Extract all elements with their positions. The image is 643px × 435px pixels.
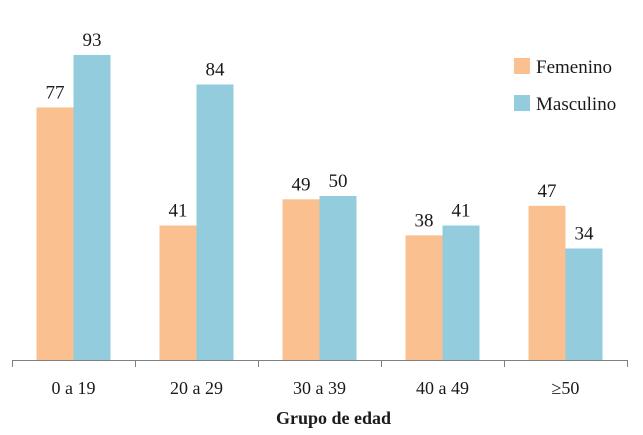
data-label-masculino-3: 41 [452, 201, 471, 222]
data-label-femenino-1: 41 [169, 201, 188, 222]
bar-masculino-4 [565, 248, 603, 360]
legend-swatch-masculino [514, 95, 530, 111]
bar-masculino-1 [196, 84, 234, 360]
bar-masculino-2 [319, 196, 357, 360]
data-label-masculino-0: 93 [83, 30, 102, 51]
bar-masculino-3 [442, 225, 480, 360]
x-axis-title: Grupo de edad [276, 408, 391, 428]
x-tick-label: 20 a 29 [170, 378, 223, 398]
data-label-masculino-4: 34 [575, 223, 595, 244]
data-label-masculino-1: 84 [206, 59, 226, 80]
bar-femenino-4 [528, 205, 566, 360]
legend: Femenino Masculino [514, 57, 616, 115]
x-axis: 0 a 19 20 a 29 30 a 39 40 a 49 ≥50 [12, 360, 628, 398]
data-label-femenino-0: 77 [46, 82, 65, 103]
legend-label-femenino: Femenino [536, 57, 612, 78]
legend-label-masculino: Masculino [536, 94, 616, 115]
data-label-femenino-4: 47 [538, 181, 557, 202]
legend-swatch-femenino [514, 58, 530, 74]
x-tick-label: 40 a 49 [416, 378, 469, 398]
bars-group [36, 54, 603, 361]
data-label-masculino-2: 50 [329, 171, 348, 192]
bar-femenino-3 [405, 235, 443, 360]
bar-masculino-0 [73, 54, 111, 361]
x-tick-label: 30 a 39 [293, 378, 346, 398]
data-label-femenino-3: 38 [415, 210, 434, 231]
bar-femenino-1 [159, 225, 197, 360]
data-label-femenino-2: 49 [292, 174, 311, 195]
x-tick-label: 0 a 19 [52, 378, 96, 398]
data-labels-group: 77 93 41 84 49 50 38 41 47 34 [46, 30, 595, 245]
x-tick-label: ≥50 [552, 378, 580, 398]
bar-femenino-2 [282, 199, 320, 360]
bar-femenino-0 [36, 107, 74, 360]
